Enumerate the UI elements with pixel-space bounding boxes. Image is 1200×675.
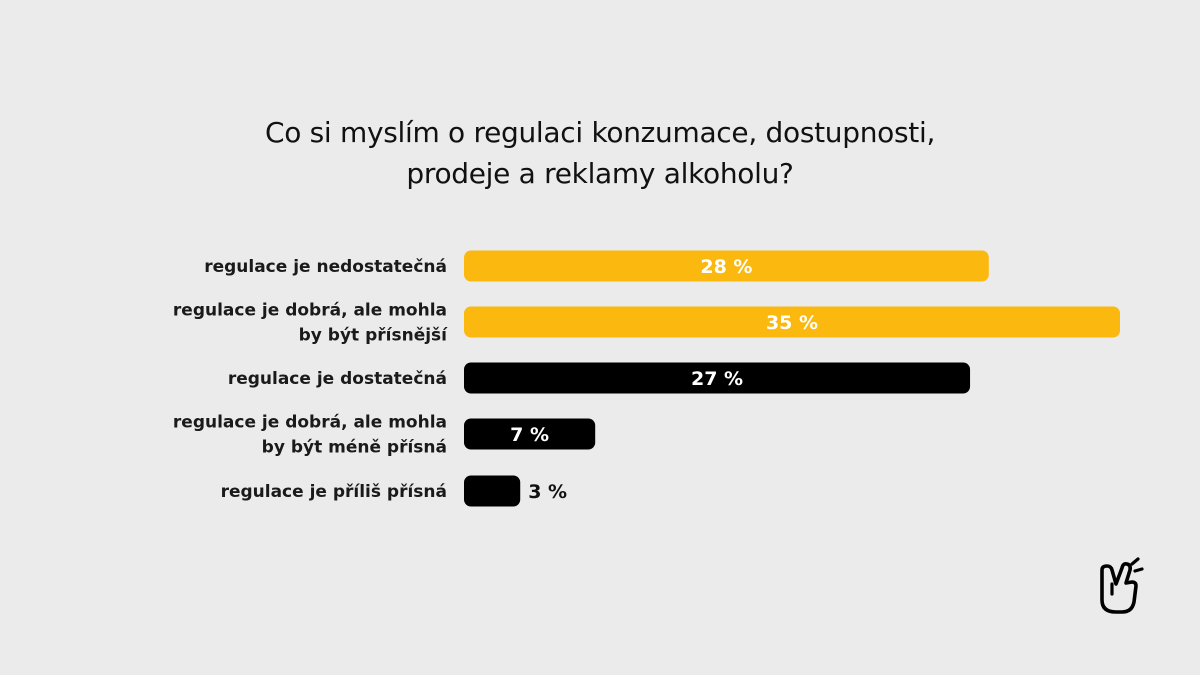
bar (464, 418, 596, 450)
category-label: regulace je dobrá, ale mohla (173, 413, 447, 433)
data-label: 35 % (766, 312, 818, 334)
category-label: regulace je nedostatečná (204, 257, 447, 277)
chart-title-line-1: Co si myslím o regulaci konzumace, dostu… (264, 116, 936, 149)
bar (464, 362, 971, 394)
data-label: 3 % (528, 481, 567, 503)
bar (464, 250, 989, 282)
data-label: 27 % (691, 368, 743, 390)
category-label: regulace je dostatečná (228, 369, 447, 389)
category-label: by být méně přísná (262, 438, 447, 458)
bar (464, 475, 521, 507)
category-label: by být přísnější (299, 326, 449, 346)
chart-title: Co si myslím o regulaci konzumace, dostu… (0, 112, 1200, 194)
pointing-hand-icon (1100, 557, 1144, 614)
category-label: regulace je příliš přísná (221, 482, 447, 502)
category-label: regulace je dobrá, ale mohla (173, 301, 447, 321)
bar (464, 306, 1120, 338)
chart-title-line-2: prodeje a reklamy alkoholu? (406, 157, 794, 190)
data-label: 28 % (700, 256, 752, 278)
data-label: 7 % (510, 424, 549, 446)
